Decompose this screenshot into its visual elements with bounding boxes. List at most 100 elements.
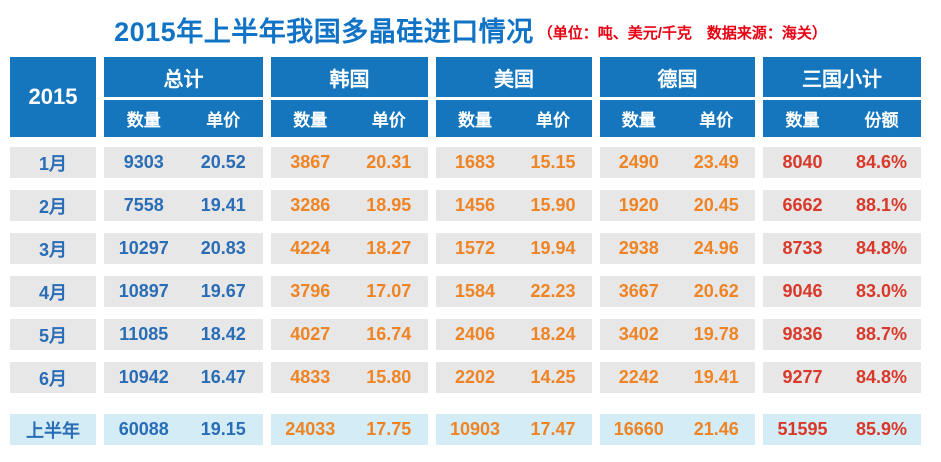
- value: 18.95: [366, 195, 412, 215]
- title-bar: 2015年上半年我国多晶硅进口情况 （单位：吨、美元/千克 数据来源：海关）: [0, 0, 941, 49]
- value: 20.83: [200, 238, 246, 258]
- value: 17.07: [366, 281, 412, 301]
- value: 10297: [118, 238, 169, 258]
- polysilicon-import-table: 2015 总计 数量 单价 韩国 数量 单价 美国 数量 单价: [10, 57, 921, 445]
- column-group-total: 总计 数量 单价: [104, 57, 263, 137]
- cell-germany: 1920 20.45: [600, 190, 755, 221]
- subheader-share: 份额: [864, 111, 899, 130]
- value: 10942: [118, 367, 169, 387]
- month-cell: 上半年: [10, 414, 96, 445]
- column-group-usa: 美国 数量 单价: [436, 57, 592, 137]
- value: 22.23: [530, 281, 576, 301]
- value: 2490: [618, 152, 659, 172]
- value: 2242: [618, 367, 659, 387]
- cell-usa: 1584 22.23: [436, 276, 592, 307]
- value: 84.8%: [855, 238, 908, 258]
- subheader-quantity: 数量: [458, 111, 492, 130]
- value: 2406: [454, 324, 496, 344]
- cell-germany: 3667 20.62: [600, 276, 755, 307]
- table-row: 3月 10297 20.83 4224 18.27 1572 19.94 2938 24.96 8…: [10, 233, 921, 264]
- value: 88.7%: [855, 324, 908, 344]
- value: 10903: [449, 419, 501, 439]
- value: 18.27: [366, 238, 412, 258]
- column-group-germany: 德国 数量 单价: [600, 57, 755, 137]
- cell-total: 11085 18.42: [104, 319, 263, 350]
- value: 11085: [119, 324, 169, 344]
- value: 19.67: [200, 281, 246, 301]
- table-row: 5月 11085 18.42 4027 16.74 2406 18.24 3402 19.78 9…: [10, 319, 921, 350]
- cell-three-countries: 9836 88.7%: [763, 319, 921, 350]
- value: 9277: [782, 367, 823, 387]
- value: 16.74: [366, 324, 412, 344]
- value: 15.15: [530, 152, 576, 172]
- group-subheaders-three-countries: 数量 份额: [763, 100, 921, 137]
- group-title-total: 总计: [104, 57, 263, 97]
- value: 15.80: [366, 367, 412, 387]
- value: 14.25: [530, 367, 576, 387]
- value: 20.52: [200, 152, 246, 172]
- subheader-price: 单价: [206, 111, 241, 130]
- subheader-quantity: 数量: [126, 111, 161, 130]
- cell-three-countries: 9277 84.8%: [763, 362, 921, 393]
- value: 10897: [118, 281, 169, 301]
- cell-three-countries: 8733 84.8%: [763, 233, 921, 264]
- value: 4224: [290, 238, 331, 258]
- cell-total: 10942 16.47: [104, 362, 263, 393]
- cell-korea: 3796 17.07: [271, 276, 428, 307]
- units-source-note: （单位：吨、美元/千克 数据来源：海关）: [537, 25, 827, 42]
- group-subheaders-total: 数量 单价: [104, 100, 263, 137]
- value: 3796: [290, 281, 331, 301]
- subheader-price: 单价: [536, 111, 570, 130]
- value: 2938: [618, 238, 659, 258]
- month-cell: 3月: [10, 233, 96, 264]
- subheader-quantity: 数量: [785, 111, 820, 130]
- value: 2202: [454, 367, 496, 387]
- value: 1572: [454, 238, 496, 258]
- cell-korea: 24033 17.75: [271, 414, 428, 445]
- month-cell: 1月: [10, 147, 96, 178]
- value: 20.31: [366, 152, 412, 172]
- value: 19.15: [200, 419, 246, 439]
- value: 85.9%: [855, 419, 908, 439]
- page-title: 2015年上半年我国多晶硅进口情况: [114, 17, 534, 47]
- value: 3286: [290, 195, 331, 215]
- value: 24033: [285, 419, 336, 439]
- value: 9046: [782, 281, 823, 301]
- cell-total: 9303 20.52: [104, 147, 263, 178]
- value: 16660: [613, 419, 664, 439]
- value: 4833: [290, 367, 331, 387]
- group-title-three-countries: 三国小计: [763, 57, 921, 97]
- cell-germany: 16660 21.46: [600, 414, 755, 445]
- subheader-price: 单价: [699, 111, 734, 130]
- value: 83.0%: [855, 281, 908, 301]
- cell-usa: 1456 15.90: [436, 190, 592, 221]
- value: 1456: [454, 195, 496, 215]
- value: 60088: [118, 419, 169, 439]
- value: 84.8%: [855, 367, 908, 387]
- value: 17.47: [530, 419, 576, 439]
- value: 1683: [454, 152, 496, 172]
- cell-total: 10897 19.67: [104, 276, 263, 307]
- group-subheaders-usa: 数量 单价: [436, 100, 592, 137]
- value: 20.62: [693, 281, 739, 301]
- value: 15.90: [530, 195, 576, 215]
- group-subheaders-germany: 数量 单价: [600, 100, 755, 137]
- table-row: 6月 10942 16.47 4833 15.80 2202 14.25 2242 19.41 9…: [10, 362, 921, 393]
- table-body: 1月 9303 20.52 3867 20.31 1683 15.15 2490 23.49 80…: [10, 147, 921, 445]
- value: 23.49: [693, 152, 739, 172]
- cell-total: 10297 20.83: [104, 233, 263, 264]
- group-subheaders-korea: 数量 单价: [271, 100, 428, 137]
- subheader-price: 单价: [371, 111, 406, 130]
- value: 88.1%: [855, 195, 908, 215]
- value: 4027: [290, 324, 331, 344]
- column-group-korea: 韩国 数量 单价: [271, 57, 428, 137]
- summary-row: 上半年 60088 19.15 24033 17.75 10903 17.47 16660 21…: [10, 414, 921, 445]
- value: 18.24: [530, 324, 576, 344]
- column-group-three-countries: 三国小计 数量 份额: [763, 57, 921, 137]
- cell-three-countries: 51595 85.9%: [763, 414, 921, 445]
- month-cell: 6月: [10, 362, 96, 393]
- cell-korea: 4027 16.74: [271, 319, 428, 350]
- month-cell: 2月: [10, 190, 96, 221]
- table-header: 2015 总计 数量 单价 韩国 数量 单价 美国 数量 单价: [10, 57, 921, 137]
- cell-total: 60088 19.15: [104, 414, 263, 445]
